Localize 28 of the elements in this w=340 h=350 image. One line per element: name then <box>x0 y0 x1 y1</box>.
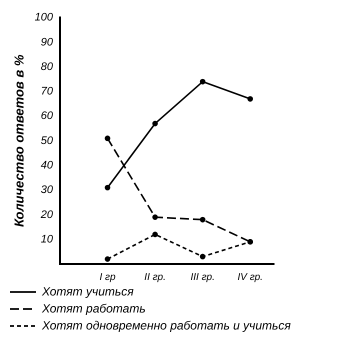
point <box>104 184 110 190</box>
point <box>152 214 158 220</box>
x-tick-label: I гр <box>99 272 116 283</box>
y-tick-label: 20 <box>40 208 54 221</box>
point <box>104 256 110 262</box>
point <box>200 254 206 260</box>
point <box>152 120 158 126</box>
x-tick-label: III гр. <box>190 272 215 283</box>
point <box>200 78 206 84</box>
y-tick-label: 10 <box>40 233 54 246</box>
y-tick-label: 50 <box>40 134 54 147</box>
legend-label: Хотят одновременно работать и учиться <box>41 318 292 332</box>
x-tick-label: II гр. <box>144 272 166 283</box>
point <box>104 136 110 142</box>
legend-label: Хотят работать <box>41 301 146 316</box>
y-tick-label: 70 <box>40 86 54 98</box>
y-tick-label: 30 <box>40 184 54 196</box>
point <box>152 232 158 238</box>
y-tick-label: 60 <box>40 110 54 122</box>
point <box>200 216 206 222</box>
y-tick-label: 40 <box>40 160 54 172</box>
legend-label: Хотят учиться <box>41 284 134 298</box>
y-tick-label: 90 <box>40 36 54 48</box>
y-tick-label: 100 <box>34 12 54 24</box>
x-tick-label: IV гр. <box>237 272 263 283</box>
y-axis-title: Количество ответов в % <box>11 54 26 227</box>
point <box>247 96 254 102</box>
y-tick-label: 80 <box>40 60 54 73</box>
